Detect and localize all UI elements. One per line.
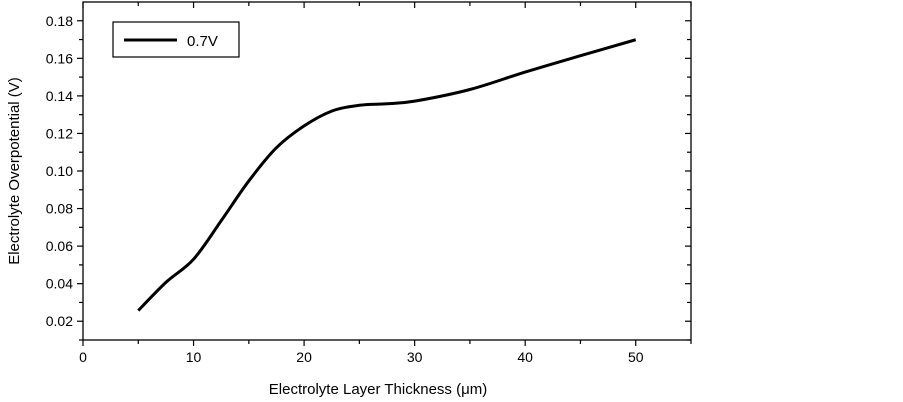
y-tick-label: 0.02 [46, 313, 73, 329]
y-tick-label: 0.14 [46, 88, 73, 104]
x-tick-label: 30 [407, 349, 423, 365]
y-tick-label: 0.08 [46, 201, 73, 217]
y-tick-label: 0.04 [46, 276, 73, 292]
y-tick-label: 0.16 [46, 50, 73, 66]
y-tick-label: 0.12 [46, 125, 73, 141]
plot-frame [82, 1, 692, 341]
ticks: 0 10 20 30 40 50 0.02 0.04 0.06 0.08 0.10 0.12 0.14 0… [46, 2, 692, 365]
legend: 0.7V [112, 21, 240, 58]
series-line-0-7v [137, 38, 637, 312]
series-layer [137, 38, 637, 312]
x-axis-label: Electrolyte Layer Thickness (μm) [269, 381, 487, 398]
y-tick-label: 0.06 [46, 238, 73, 254]
x-tick-label: 0 [79, 349, 87, 365]
x-tick-label: 20 [296, 349, 312, 365]
legend-label: 0.7V [187, 33, 218, 50]
y-tick-label: 0.18 [46, 13, 73, 29]
x-tick-label: 50 [628, 349, 644, 365]
x-tick-label: 10 [186, 349, 202, 365]
x-tick-label: 40 [517, 349, 533, 365]
y-axis-label: Electrolyte Overpotential (V) [6, 77, 23, 265]
y-tick-label: 0.10 [46, 163, 73, 179]
